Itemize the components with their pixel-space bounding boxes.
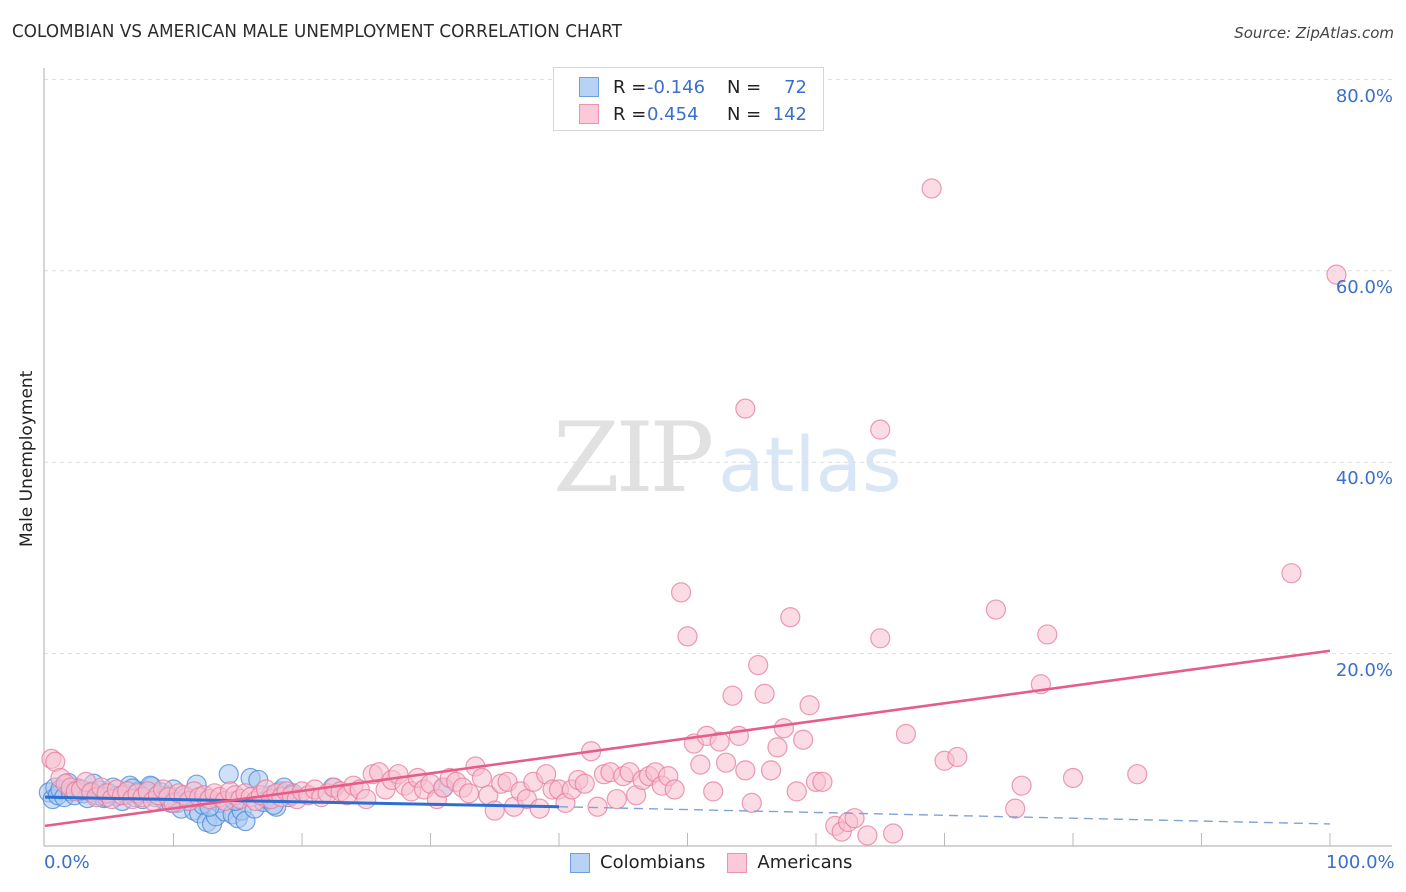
data-point xyxy=(484,800,505,821)
y-tick-40: 40.0% xyxy=(1335,468,1393,489)
y-axis-label: Male Unemployment xyxy=(17,370,37,547)
data-point xyxy=(606,788,627,810)
data-point xyxy=(1281,563,1302,584)
data-point xyxy=(754,683,775,704)
data-point xyxy=(921,178,942,199)
data-point xyxy=(677,626,698,647)
data-point xyxy=(715,752,737,773)
data-point xyxy=(735,760,756,781)
data-point xyxy=(356,788,377,810)
data-point xyxy=(786,781,807,802)
data-point xyxy=(664,779,685,800)
colombians-trend-extension xyxy=(558,806,1331,825)
legend-label-americans: Americans xyxy=(757,852,853,873)
data-point xyxy=(529,798,550,819)
r-value: -0.146 xyxy=(647,76,706,98)
data-point xyxy=(870,419,891,440)
data-point xyxy=(947,746,968,768)
data-point xyxy=(587,796,608,817)
data-point xyxy=(1326,264,1347,285)
americans-points xyxy=(41,178,1347,846)
data-point xyxy=(895,723,917,745)
data-point xyxy=(1037,624,1058,645)
data-point xyxy=(760,760,782,781)
data-point xyxy=(870,628,891,649)
data-point xyxy=(985,599,1007,620)
data-point xyxy=(703,781,724,802)
y-tick-80: 80.0% xyxy=(1335,86,1393,107)
data-point xyxy=(709,731,730,752)
colombians-swatch-icon xyxy=(579,77,599,97)
x-axis-tick-marks xyxy=(173,833,1331,846)
n-label: N = xyxy=(727,76,762,98)
data-point xyxy=(1011,775,1032,796)
x-tick-0: 0.0% xyxy=(44,852,90,873)
data-point xyxy=(574,773,595,794)
data-point xyxy=(458,783,480,804)
data-point xyxy=(748,654,769,676)
legend-item-colombians[interactable]: Colombians xyxy=(570,852,705,873)
x-tick-100: 100.0% xyxy=(1326,852,1395,873)
data-point xyxy=(690,754,711,775)
y-tick-20: 20.0% xyxy=(1335,660,1393,681)
r-label: R = xyxy=(613,103,647,125)
n-value: 142 xyxy=(772,103,807,125)
trend-lines xyxy=(44,649,1331,828)
americans-swatch-icon xyxy=(727,852,748,873)
colombians-swatch-icon xyxy=(570,852,590,873)
n-label: N = xyxy=(727,103,762,125)
data-point xyxy=(767,737,788,758)
data-point xyxy=(218,764,239,785)
data-point xyxy=(780,607,801,628)
data-point xyxy=(741,792,762,813)
series-legend: Colombians Americans xyxy=(570,852,874,873)
watermark-atlas: atlas xyxy=(718,420,902,509)
colombians-trend-line xyxy=(44,795,560,809)
gridlines xyxy=(44,78,1392,655)
data-point xyxy=(773,718,794,739)
legend-label-colombians: Colombians xyxy=(600,852,706,873)
data-point xyxy=(471,767,492,789)
data-point xyxy=(722,685,743,706)
legend-item-americans[interactable]: Americans xyxy=(727,852,852,873)
data-point xyxy=(882,823,904,844)
data-point xyxy=(1005,798,1026,819)
data-point xyxy=(793,729,814,750)
watermark-zip: ZIP xyxy=(553,402,714,514)
data-point xyxy=(844,808,865,829)
legend-row-americans: R = 0.454 N = 142 xyxy=(579,102,807,126)
y-tick-60: 60.0% xyxy=(1335,277,1393,298)
n-value: 72 xyxy=(784,76,807,98)
data-point xyxy=(799,695,820,716)
data-point xyxy=(812,771,833,792)
chart-title: COLOMBIAN VS AMERICAN MALE UNEMPLOYMENT … xyxy=(12,21,623,42)
data-point xyxy=(857,825,878,846)
data-point xyxy=(670,582,692,603)
data-point xyxy=(1127,764,1148,785)
americans-swatch-icon xyxy=(579,104,599,124)
americans-trend-line xyxy=(44,649,1331,828)
data-point xyxy=(735,398,756,419)
source-label: Source: ZipAtlas.com xyxy=(1234,24,1394,42)
correlation-legend: R = -0.146 N = 72 R = 0.454 N = 142 xyxy=(553,67,824,131)
r-value: 0.454 xyxy=(647,103,699,125)
legend-row-colombians: R = -0.146 N = 72 xyxy=(579,75,807,99)
data-point xyxy=(1062,767,1084,789)
r-label: R = xyxy=(613,76,647,98)
